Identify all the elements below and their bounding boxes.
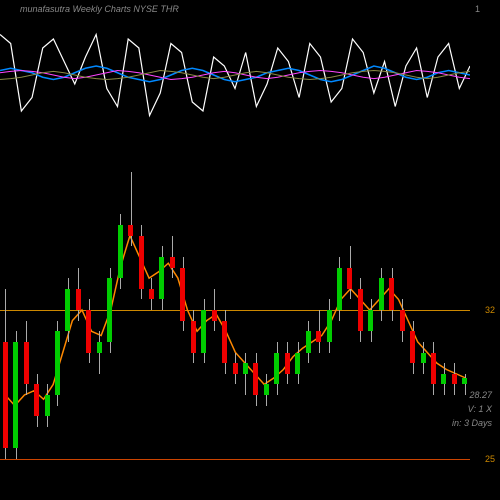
candle-body xyxy=(191,321,196,353)
candle-body xyxy=(400,310,405,331)
candle-body xyxy=(139,236,144,289)
candle-wick xyxy=(245,353,246,396)
price-panel: 3225 xyxy=(0,140,470,480)
candle-body xyxy=(3,342,8,448)
candle-body xyxy=(233,363,238,374)
candle-body xyxy=(441,374,446,385)
candle-body xyxy=(243,363,248,374)
candle-body xyxy=(431,353,436,385)
candle-body xyxy=(107,278,112,342)
candle-body xyxy=(212,310,217,321)
candle-body xyxy=(34,384,39,416)
candle-body xyxy=(45,395,50,416)
candle-body xyxy=(410,331,415,363)
candle-body xyxy=(316,331,321,342)
info-period: in: 3 Days xyxy=(452,418,492,428)
candle-body xyxy=(452,374,457,385)
chart-title: munafasutra Weekly Charts NYSE THR xyxy=(20,4,179,14)
candle-body xyxy=(201,310,206,353)
candle-body xyxy=(253,363,258,395)
candle-body xyxy=(65,289,70,332)
axis-label: 32 xyxy=(485,305,495,315)
candle-wick xyxy=(465,374,466,395)
candle-body xyxy=(327,310,332,342)
candle-body xyxy=(337,268,342,311)
candle-body xyxy=(264,384,269,395)
candle-body xyxy=(347,268,352,289)
candle-body xyxy=(24,342,29,385)
candle-body xyxy=(222,321,227,364)
candle-body xyxy=(180,268,185,321)
candle-body xyxy=(118,225,123,278)
oscillator-panel xyxy=(0,30,470,120)
candle-body xyxy=(149,289,154,300)
candle-body xyxy=(421,353,426,364)
chart-header: munafasutra Weekly Charts NYSE THR xyxy=(20,4,179,14)
axis-label: 25 xyxy=(485,454,495,464)
info-price: 28.27 xyxy=(469,390,492,400)
candle-body xyxy=(389,278,394,310)
candle-body xyxy=(170,257,175,268)
candle-body xyxy=(55,331,60,395)
candle-body xyxy=(285,353,290,374)
oscillator-lines xyxy=(0,30,470,120)
candle-body xyxy=(274,353,279,385)
candle-body xyxy=(97,342,102,353)
candle-body xyxy=(379,278,384,310)
candle-body xyxy=(159,257,164,300)
page-indicator: 1 xyxy=(475,4,480,14)
candle-body xyxy=(13,342,18,448)
candle-body xyxy=(358,289,363,332)
info-volume: V: 1 X xyxy=(468,404,492,414)
candle-body xyxy=(295,353,300,374)
candle-body xyxy=(76,289,81,310)
candle-body xyxy=(128,225,133,236)
candle-body xyxy=(462,378,467,384)
candle-body xyxy=(86,310,91,353)
candle-body xyxy=(306,331,311,352)
candle-wick xyxy=(99,331,100,374)
candle-body xyxy=(368,310,373,331)
